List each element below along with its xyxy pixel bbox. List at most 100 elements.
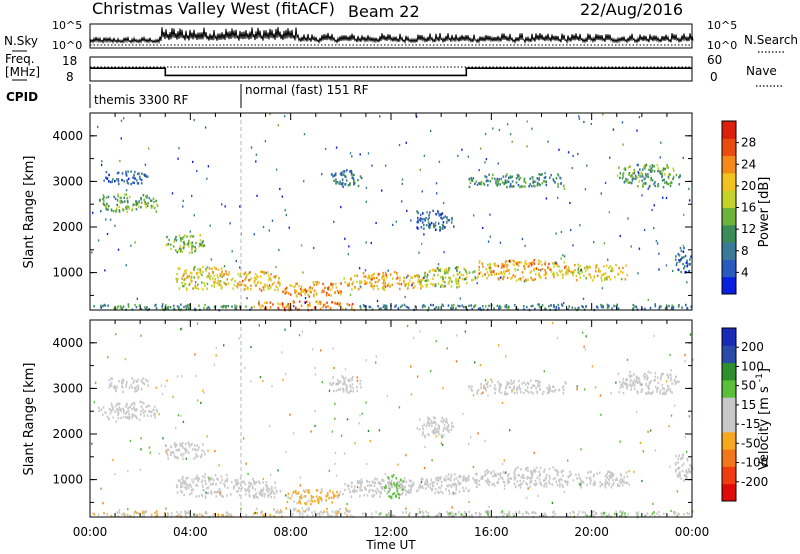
power-echo-cell [330, 288, 332, 292]
velocity-echo-cell [552, 385, 555, 389]
power-echo-cell [188, 275, 191, 278]
power-colorbar-tick-label: 16 [741, 201, 756, 215]
velocity-echo-cell [389, 482, 391, 485]
velocity-echo-cell [214, 473, 217, 477]
power-echo-cell [447, 304, 450, 307]
velocity-echo-cell [349, 384, 351, 387]
velocity-echo-cell [533, 469, 535, 472]
velocity-echo-cell [503, 481, 506, 484]
velocity-echo-cell [332, 496, 335, 500]
velocity-echo-cell [121, 513, 123, 516]
power-echo-cell [205, 267, 207, 271]
velocity-echo-cell [527, 469, 529, 473]
velocity-echo-cell [676, 473, 679, 476]
power-echo-cell [654, 305, 657, 308]
velocity-echo-cell [206, 487, 208, 490]
velocity-ytick-label: 2000 [52, 427, 83, 441]
velocity-echo-cell [361, 488, 363, 492]
power-noise-cell [379, 115, 381, 118]
power-echo-cell [588, 273, 591, 276]
velocity-echo-cell [671, 391, 673, 394]
velocity-echo-cell [592, 514, 595, 517]
velocity-echo-cell [230, 480, 233, 484]
velocity-noise-cell [386, 394, 388, 397]
power-noise-cell [651, 208, 653, 212]
power-echo-cell [167, 307, 169, 310]
power-echo-cell [305, 300, 308, 304]
velocity-echo-cell [679, 473, 681, 477]
power-echo-cell [675, 255, 677, 258]
velocity-noise-cell [556, 337, 558, 340]
power-noise-cell [555, 232, 557, 235]
power-echo-cell [214, 280, 216, 284]
velocity-noise-cell [166, 379, 168, 382]
velocity-echo-cell [215, 491, 217, 494]
power-echo-cell [388, 283, 390, 286]
power-echo-cell [372, 276, 374, 280]
power-echo-cell [495, 180, 497, 183]
power-echo-cell [543, 273, 546, 277]
velocity-echo-cell [438, 427, 440, 430]
velocity-echo-cell [558, 479, 560, 482]
velocity-echo-cell [128, 413, 130, 416]
velocity-echo-cell [367, 484, 369, 487]
power-echo-cell [133, 176, 135, 179]
power-noise-cell [526, 120, 528, 123]
power-echo-cell [339, 293, 342, 296]
power-echo-cell [306, 305, 309, 308]
power-echo-cell [121, 172, 124, 175]
velocity-echo-cell [429, 422, 431, 425]
power-noise-cell [658, 268, 660, 271]
power-noise-cell [144, 163, 147, 166]
power-echo-cell [460, 273, 463, 277]
velocity-echo-cell [266, 485, 268, 488]
velocity-echo-cell [236, 490, 238, 493]
velocity-echo-cell [375, 489, 377, 493]
power-echo-cell [610, 269, 612, 273]
power-echo-cell [426, 283, 429, 286]
power-echo-cell [605, 264, 608, 267]
power-echo-cell [441, 275, 444, 279]
velocity-ylabel: Slant Range [km] [22, 363, 37, 476]
power-echo-cell [255, 277, 257, 280]
velocity-echo-cell [181, 485, 184, 488]
power-echo-cell [332, 175, 334, 178]
power-echo-cell [644, 177, 646, 180]
power-echo-cell [417, 281, 419, 284]
power-echo-cell [495, 272, 498, 275]
power-noise-cell [631, 177, 634, 180]
velocity-echo-cell [440, 476, 442, 479]
power-echo-cell [453, 303, 455, 307]
velocity-noise-cell [314, 409, 316, 413]
power-echo-cell [421, 278, 423, 282]
power-echo-cell [199, 268, 201, 271]
velocity-echo-cell [118, 511, 121, 514]
velocity-echo-cell [267, 495, 269, 498]
velocity-echo-cell [504, 390, 506, 394]
velocity-echo-cell [317, 513, 319, 516]
velocity-noise-cell [641, 383, 643, 386]
velocity-echo-cell [459, 474, 461, 478]
velocity-noise-cell [160, 384, 163, 387]
power-echo-cell [304, 288, 307, 292]
velocity-echo-cell [514, 511, 517, 514]
power-noise-cell [268, 229, 270, 232]
velocity-echo-cell [508, 480, 511, 483]
power-echo-cell [162, 308, 164, 311]
velocity-echo-cell [381, 479, 383, 482]
velocity-echo-cell [450, 479, 452, 482]
power-echo-cell [429, 211, 431, 214]
power-echo-cell [195, 273, 198, 276]
velocity-noise-cell [686, 450, 688, 453]
power-echo-cell [433, 223, 435, 226]
velocity-echo-cell [357, 481, 359, 484]
velocity-echo-cell [249, 484, 251, 488]
power-colorbar-tick-label: 24 [741, 157, 756, 171]
power-echo-cell [165, 244, 168, 247]
power-echo-cell [329, 306, 332, 310]
power-echo-cell [634, 305, 636, 308]
velocity-echo-cell [569, 470, 571, 474]
velocity-echo-cell [443, 424, 446, 427]
power-echo-cell [453, 225, 455, 228]
velocity-echo-cell [373, 484, 376, 487]
